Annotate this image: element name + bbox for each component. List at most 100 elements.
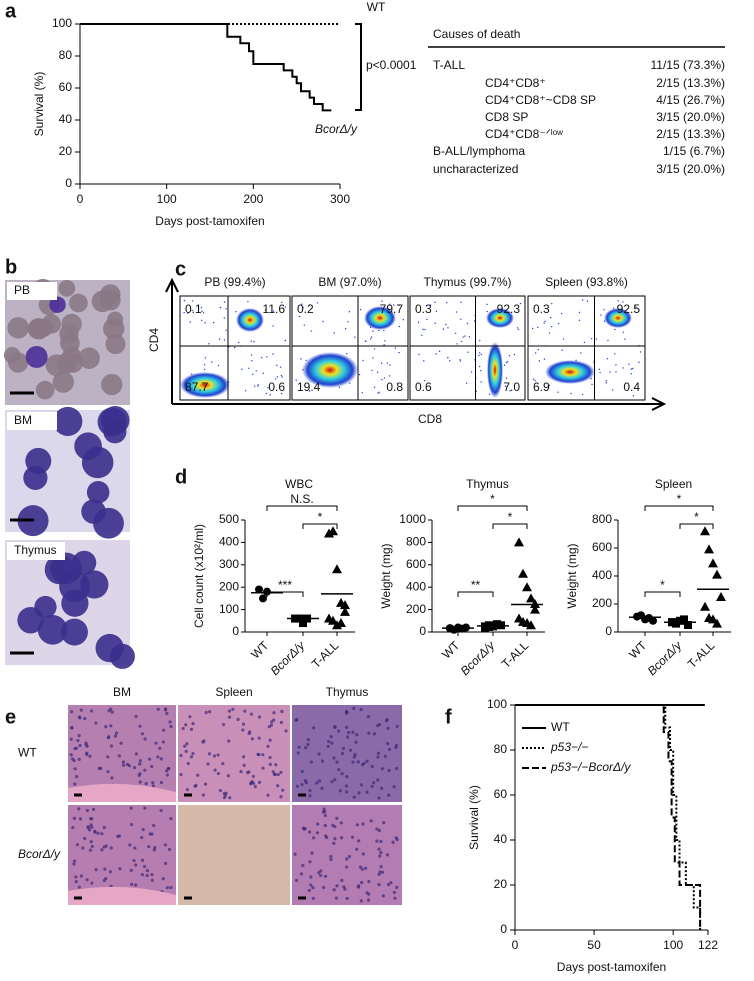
event bbox=[248, 367, 250, 370]
nucleus bbox=[268, 738, 272, 742]
sig-bracket bbox=[492, 523, 528, 529]
nucleus bbox=[350, 835, 355, 839]
nucleus bbox=[387, 747, 392, 751]
cell bbox=[52, 371, 74, 393]
event bbox=[632, 395, 635, 397]
nucleus bbox=[246, 771, 250, 775]
nucleus bbox=[345, 775, 349, 779]
nucleus bbox=[137, 773, 141, 778]
image-label: PB bbox=[14, 283, 30, 297]
event bbox=[628, 363, 630, 365]
nucleus bbox=[252, 781, 256, 786]
event bbox=[578, 319, 581, 322]
event bbox=[191, 309, 193, 312]
subrow-value: 3/15 (20.0%) bbox=[656, 110, 725, 124]
event bbox=[417, 321, 420, 323]
event bbox=[561, 349, 563, 351]
nucleus bbox=[369, 819, 373, 823]
event bbox=[537, 348, 540, 351]
cell bbox=[58, 279, 76, 297]
row-value: 1/15 (6.7%) bbox=[663, 144, 725, 158]
nucleus bbox=[345, 725, 349, 729]
column-label: Spleen bbox=[215, 685, 252, 699]
y-tick-label: 100 bbox=[219, 602, 239, 616]
nucleus bbox=[323, 809, 327, 814]
nucleus bbox=[104, 725, 108, 729]
y-tick-label: 200 bbox=[219, 579, 239, 593]
x-tick-label: BcorΔ/y bbox=[458, 638, 498, 678]
nucleus bbox=[370, 764, 374, 769]
plot-title: BM (97.0%) bbox=[318, 275, 381, 289]
event bbox=[435, 310, 438, 313]
event bbox=[398, 304, 400, 307]
nucleus bbox=[109, 744, 114, 748]
nucleus bbox=[334, 896, 338, 900]
event bbox=[377, 392, 379, 394]
event bbox=[550, 325, 553, 328]
nucleus bbox=[185, 788, 190, 792]
event bbox=[346, 353, 348, 355]
event bbox=[630, 373, 633, 375]
nucleus bbox=[117, 834, 121, 838]
event bbox=[358, 373, 361, 376]
event bbox=[418, 353, 420, 356]
y-tick-label: 0 bbox=[500, 922, 507, 936]
event bbox=[434, 301, 436, 303]
nucleus bbox=[300, 782, 304, 787]
event bbox=[219, 306, 222, 309]
event bbox=[333, 332, 335, 334]
nucleus bbox=[377, 872, 381, 876]
event bbox=[204, 322, 206, 324]
nucleus bbox=[226, 774, 230, 778]
sig-label: * bbox=[694, 510, 699, 524]
event bbox=[504, 385, 507, 387]
nucleus bbox=[346, 731, 351, 735]
nucleus bbox=[357, 791, 361, 795]
nucleus bbox=[72, 816, 77, 820]
image-label: Thymus bbox=[14, 543, 57, 557]
point bbox=[700, 601, 710, 611]
x-tick-label: WT bbox=[439, 638, 463, 662]
row-label: WT bbox=[18, 746, 37, 760]
point bbox=[716, 592, 726, 601]
nucleus bbox=[355, 847, 359, 851]
event bbox=[203, 364, 206, 366]
nucleus bbox=[345, 857, 349, 861]
event bbox=[383, 329, 385, 332]
cell bbox=[95, 633, 124, 663]
nucleus bbox=[306, 742, 310, 747]
event bbox=[280, 374, 283, 377]
subrow-value: 2/15 (13.3%) bbox=[656, 127, 725, 141]
event bbox=[354, 336, 356, 338]
row-label: BcorΔ/y bbox=[18, 847, 61, 861]
nucleus bbox=[341, 746, 346, 751]
nucleus bbox=[83, 717, 87, 721]
nucleus bbox=[212, 754, 217, 758]
nucleus bbox=[169, 885, 173, 890]
event bbox=[266, 356, 268, 358]
event bbox=[639, 351, 642, 353]
y-tick-label: 300 bbox=[219, 557, 239, 571]
survival-line bbox=[80, 23, 332, 112]
point bbox=[340, 600, 350, 610]
nucleus bbox=[85, 878, 89, 882]
label-box bbox=[7, 282, 57, 300]
event bbox=[605, 382, 607, 384]
nucleus bbox=[73, 782, 77, 786]
cell bbox=[34, 595, 57, 619]
nucleus bbox=[333, 778, 337, 782]
cell bbox=[25, 447, 52, 474]
nucleus bbox=[319, 873, 323, 878]
nucleus bbox=[332, 888, 336, 892]
event bbox=[480, 381, 482, 383]
nucleus bbox=[357, 839, 361, 843]
nucleus bbox=[377, 796, 381, 800]
event bbox=[225, 308, 227, 310]
nucleus bbox=[85, 751, 89, 755]
event bbox=[253, 340, 255, 343]
nucleus bbox=[179, 773, 183, 777]
nucleus bbox=[227, 715, 232, 719]
nucleus bbox=[345, 735, 350, 739]
subrow-value: 4/15 (26.7%) bbox=[656, 93, 725, 107]
y-tick-label: 20 bbox=[494, 877, 508, 891]
